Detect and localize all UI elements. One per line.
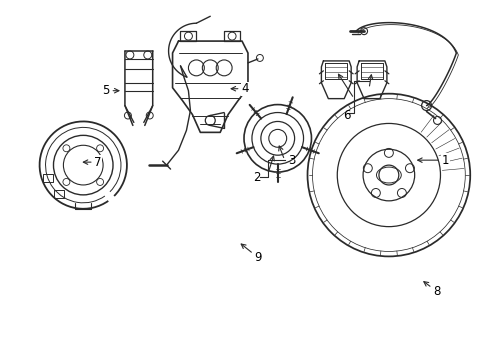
Text: 2: 2	[253, 171, 260, 184]
Text: 5: 5	[102, 84, 119, 97]
Text: 7: 7	[83, 156, 102, 168]
Text: 6: 6	[343, 109, 350, 122]
Text: 9: 9	[241, 244, 261, 264]
Text: 4: 4	[231, 82, 248, 95]
Text: 1: 1	[417, 154, 448, 167]
Text: 3: 3	[288, 154, 295, 167]
Text: 8: 8	[423, 282, 439, 298]
